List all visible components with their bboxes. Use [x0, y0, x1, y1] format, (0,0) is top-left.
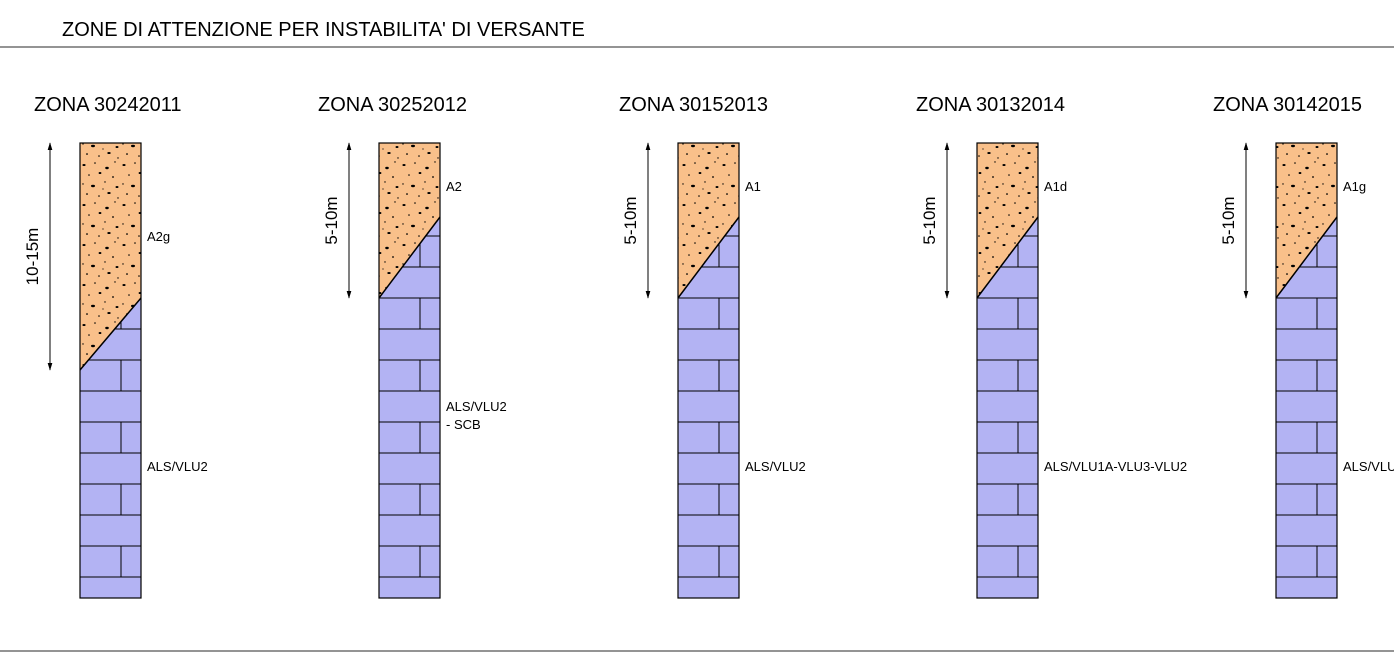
diagram: ZONE DI ATTENZIONE PER INSTABILITA' DI V… — [0, 0, 1394, 667]
upper-unit: A1 — [745, 179, 761, 194]
lower-unit: - SCB — [446, 417, 481, 432]
lower-unit: ALS/VLU1A-VLU3-VLU2 — [1044, 459, 1187, 474]
upper-unit: A1g — [1343, 179, 1366, 194]
zone-label: ZONA 30132014 — [916, 94, 1065, 116]
upper-unit: A1d — [1044, 179, 1067, 194]
strat-column: ZONA 30152013 5-10m A1 ALS/VLU2 — [619, 94, 806, 598]
lower-unit: ALS/VLU2 — [1343, 459, 1394, 474]
upper-unit: A2 — [446, 179, 462, 194]
thickness-label: 5-10m — [920, 196, 939, 244]
title: ZONE DI ATTENZIONE PER INSTABILITA' DI V… — [62, 19, 585, 41]
thickness-label: 10-15m — [23, 228, 42, 286]
thickness-label: 5-10m — [1219, 196, 1238, 244]
strat-column: ZONA 30252012 5-10m A2 ALS/VLU2 - SCB — [318, 94, 507, 598]
strat-column: ZONA 30132014 5-10m A1d ALS/VLU1A-VLU3-VLU2 — [916, 94, 1187, 598]
strat-column: ZONA 30242011 10-15m A2g ALS/VLU2 — [23, 94, 208, 598]
lower-unit: ALS/VLU2 — [147, 459, 208, 474]
lower-unit: ALS/VLU2 — [745, 459, 806, 474]
thickness-label: 5-10m — [621, 196, 640, 244]
lower-unit: ALS/VLU2 — [446, 399, 507, 414]
zone-label: ZONA 30242011 — [34, 94, 182, 116]
zone-label: ZONA 30152013 — [619, 94, 768, 116]
strat-column: ZONA 30142015 5-10m A1g ALS/VLU2 — [1213, 94, 1394, 598]
thickness-label: 5-10m — [322, 196, 341, 244]
page: ZONE DI ATTENZIONE PER INSTABILITA' DI V… — [0, 0, 1394, 667]
zone-label: ZONA 30252012 — [318, 94, 467, 116]
zone-label: ZONA 30142015 — [1213, 94, 1362, 116]
upper-unit: A2g — [147, 229, 170, 244]
